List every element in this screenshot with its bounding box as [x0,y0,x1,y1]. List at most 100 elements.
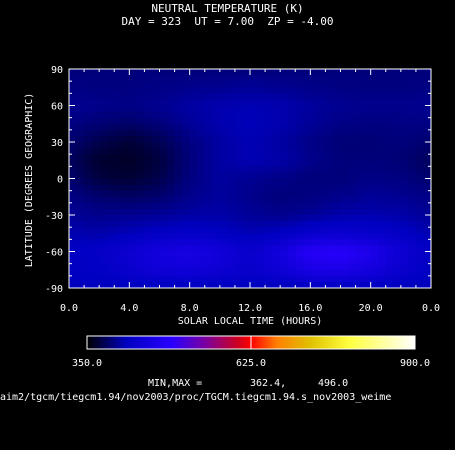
heatmap-cell [212,190,221,198]
heatmap-cell [106,93,115,101]
heatmap-cell [302,160,311,167]
heatmap-cell [340,93,349,101]
heatmap-cell [182,239,191,247]
heatmap-cell [84,196,93,204]
heatmap-cell [174,154,183,161]
heatmap-cell [348,275,357,283]
heatmap-cell [423,275,431,283]
heatmap-cell [129,269,138,277]
heatmap-cell [250,148,259,155]
heatmap-cell [265,87,274,94]
heatmap-cell [415,184,425,192]
heatmap-cell [340,135,349,143]
heatmap-cell [317,251,327,259]
heatmap-cell [84,215,93,222]
heatmap-cell [129,148,138,155]
heatmap-cell [167,117,176,125]
heatmap-cell [265,233,274,240]
heatmap-cell [325,178,334,186]
heatmap-cell [317,208,327,216]
heatmap-cell [212,172,221,180]
heatmap-cell [197,196,206,204]
heatmap-cell [84,184,93,192]
heatmap-cell [415,142,425,149]
heatmap-cell [106,257,115,265]
heatmap-cell [317,93,327,101]
heatmap-cell [212,111,221,119]
heatmap-cell [302,227,311,234]
heatmap-cell [257,154,266,161]
heatmap-cell [325,263,334,271]
heatmap-cell [84,160,93,167]
heatmap-cell [250,227,259,234]
heatmap-cell [408,81,417,88]
heatmap-cell [370,178,379,186]
heatmap-cell [159,190,168,198]
heatmap-cell [167,111,176,119]
heatmap-cell [219,190,228,198]
heatmap-cell [227,123,236,131]
heatmap-cell [189,257,198,265]
heatmap-cell [84,69,93,76]
heatmap-cell [325,275,334,283]
heatmap-cell [121,93,130,101]
heatmap-cell [212,154,221,161]
heatmap-cell [363,154,372,161]
heatmap-cell [340,172,349,180]
heatmap-cell [212,275,221,283]
heatmap-cell [348,69,357,76]
heatmap-cell [302,75,311,82]
heatmap-cell [69,233,78,240]
heatmap-cell [167,184,176,192]
heatmap-cell [227,239,236,247]
min-max-label: MIN,MAX = [148,378,202,389]
heatmap-cell [317,239,327,247]
heatmap-cell [385,184,394,192]
heatmap-cell [355,117,364,125]
heatmap-cell [415,93,425,101]
heatmap-cell [287,135,296,143]
heatmap-cell [272,196,281,204]
heatmap-cell [114,208,123,216]
heatmap-cells [69,69,431,288]
heatmap-cell [234,275,244,283]
heatmap-cell [400,142,409,149]
heatmap-cell [287,257,296,265]
heatmap-cell [219,172,228,180]
heatmap-cell [129,251,138,259]
heatmap-cell [151,81,161,88]
heatmap-cell [121,81,130,88]
heatmap-cell [340,233,349,240]
heatmap-cell [219,160,228,167]
heatmap-cell [69,190,78,198]
heatmap-cell [159,111,168,119]
heatmap-cell [167,215,176,222]
heatmap-cell [400,117,409,125]
heatmap-cell [129,129,138,137]
heatmap-cell [287,148,296,155]
heatmap-cell [76,215,85,222]
heatmap-cell [136,202,146,210]
heatmap-cell [144,202,153,210]
heatmap-cell [302,135,311,143]
y-tick-label: 0 [57,175,63,186]
heatmap-cell [295,105,304,113]
heatmap-cell [212,129,221,137]
heatmap-cell [363,281,372,288]
heatmap-cell [69,178,78,186]
heatmap-cell [242,251,251,259]
heatmap-cell [242,135,251,143]
heatmap-cell [121,105,130,113]
heatmap-cell [144,123,153,131]
heatmap-cell [355,239,364,247]
heatmap-cell [99,263,108,271]
heatmap-cell [114,257,123,265]
heatmap-cell [99,251,108,259]
heatmap-cell [219,75,228,82]
heatmap-cell [310,245,319,253]
heatmap-cell [91,81,100,88]
heatmap-cell [219,202,228,210]
heatmap-cell [182,245,191,253]
heatmap-cell [415,99,425,107]
heatmap-cell [106,227,115,234]
